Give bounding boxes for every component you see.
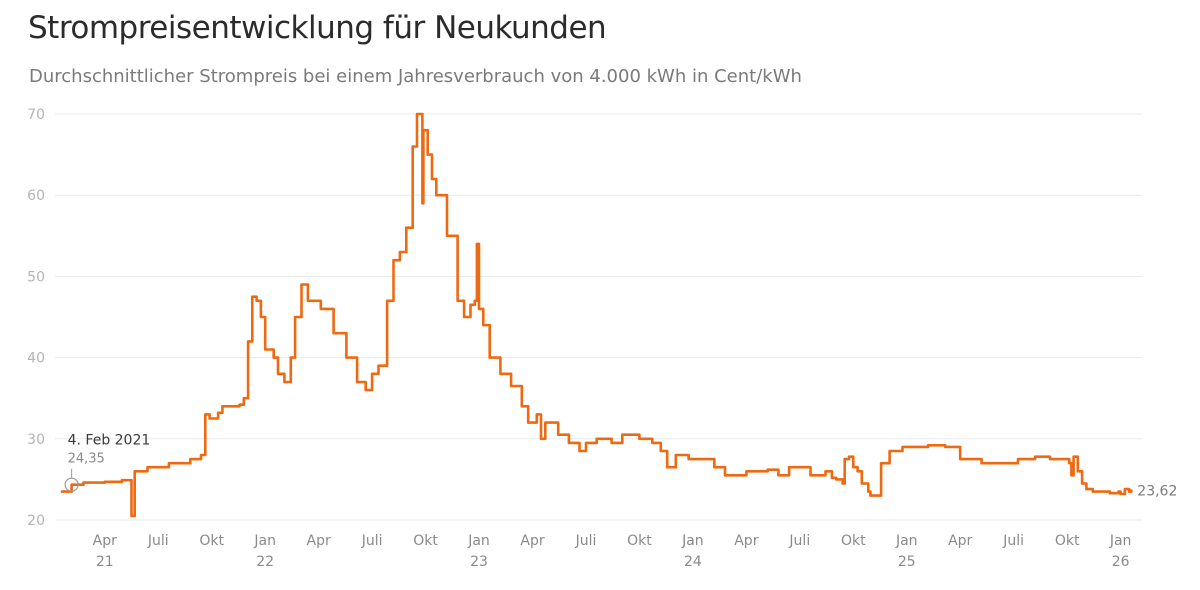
y-tick-label-50: 50 bbox=[27, 269, 45, 285]
x-tick-year-label: 21 bbox=[96, 554, 114, 570]
x-tick-label: Jan bbox=[253, 533, 276, 549]
annotation-layer: 4. Feb 2021 24,35 23,62 bbox=[64, 433, 1177, 500]
x-tick-label: Apr bbox=[93, 533, 117, 549]
x-tick-year-label: 22 bbox=[256, 554, 274, 570]
x-tick-label: Okt bbox=[413, 533, 438, 549]
x-tick-label: Juli bbox=[147, 533, 169, 549]
annotation-value: 24,35 bbox=[68, 452, 105, 467]
x-tick-year-label: 23 bbox=[470, 554, 488, 570]
x-tick-label: Jan bbox=[1109, 533, 1132, 549]
x-tick-label: Okt bbox=[199, 533, 224, 549]
x-tick-label: Apr bbox=[734, 533, 758, 549]
x-tick-year-label: 26 bbox=[1112, 554, 1130, 570]
y-tick-label-30: 30 bbox=[27, 432, 45, 448]
x-tick-label: Jan bbox=[467, 533, 490, 549]
x-axis-ticks: Apr 21 Juli Okt Jan 22 Apr Juli Okt Jan 23 Apr Juli O… bbox=[93, 533, 1132, 570]
y-axis-ticks: 20 30 40 50 60 70 bbox=[27, 107, 45, 529]
x-tick-label: Okt bbox=[1055, 533, 1080, 549]
end-value-label: 23,62 bbox=[1137, 484, 1177, 500]
x-tick-label: Apr bbox=[520, 533, 544, 549]
y-tick-label-70: 70 bbox=[27, 107, 45, 123]
annotation-marker bbox=[64, 477, 79, 492]
x-tick-label: Okt bbox=[841, 533, 866, 549]
x-tick-year-label: 24 bbox=[684, 554, 702, 570]
annotation-date: 4. Feb 2021 bbox=[68, 433, 151, 449]
y-tick-label-20: 20 bbox=[27, 513, 45, 529]
y-tick-label-60: 60 bbox=[27, 188, 45, 204]
x-tick-label: Apr bbox=[948, 533, 972, 549]
chart-subtitle: Durchschnittlicher Strompreis bei einem … bbox=[29, 66, 802, 87]
x-tick-label: Jan bbox=[681, 533, 704, 549]
x-tick-label: Juli bbox=[788, 533, 810, 549]
series-layer bbox=[60, 112, 1133, 518]
x-tick-year-label: 25 bbox=[898, 554, 916, 570]
x-tick-label: Juli bbox=[1002, 533, 1024, 549]
x-tick-label: Apr bbox=[307, 533, 331, 549]
series-line-0 bbox=[60, 112, 1133, 518]
x-tick-label: Okt bbox=[627, 533, 652, 549]
x-tick-label: Jan bbox=[895, 533, 918, 549]
x-tick-label: Juli bbox=[361, 533, 383, 549]
x-tick-label: Juli bbox=[575, 533, 597, 549]
chart-title: Strompreisentwicklung für Neukunden bbox=[28, 10, 607, 46]
y-tick-label-40: 40 bbox=[27, 351, 45, 367]
